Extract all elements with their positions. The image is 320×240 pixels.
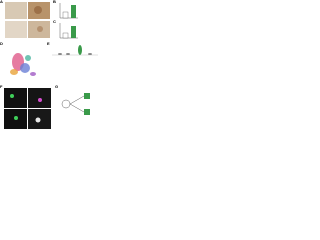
panel-label: D [0,41,3,46]
bar [62,32,69,39]
panel-label: A [0,0,3,4]
panel-label: E [47,41,50,46]
bar [62,11,69,19]
panel-d: D [0,41,36,76]
arrow [69,95,85,105]
panel-f: F [0,84,51,129]
cell [61,99,71,109]
panel-label: C [53,19,56,24]
panel-b: B [53,0,78,19]
bar [71,5,76,18]
marker [84,109,90,115]
cluster [20,63,30,73]
cluster [10,69,18,75]
signal [10,94,14,98]
micrograph [28,88,51,108]
violin [78,45,82,55]
micrograph [4,88,27,108]
cluster [30,72,36,76]
stain [34,6,42,14]
panel-e: E [47,41,98,56]
cluster [25,55,31,61]
signal [14,116,18,120]
violin [58,53,62,55]
marker [84,93,90,99]
signal [38,98,42,102]
panel-label: G [55,84,58,89]
micrograph [5,21,27,38]
panel-c: C [53,19,78,39]
violin [66,53,70,55]
panel-label: F [0,84,3,89]
panel-g: G [55,84,90,115]
arrow [69,103,85,113]
figure: A B C D E F [0,0,98,129]
violin [88,53,92,55]
page: {"figure": {"panels": [ {"label": "A"}, … [0,0,100,131]
panel-a: A [0,0,50,38]
micrograph [5,2,27,19]
panel-label: B [53,0,56,4]
signal [35,117,41,123]
bar [71,26,76,38]
stain [37,26,43,32]
